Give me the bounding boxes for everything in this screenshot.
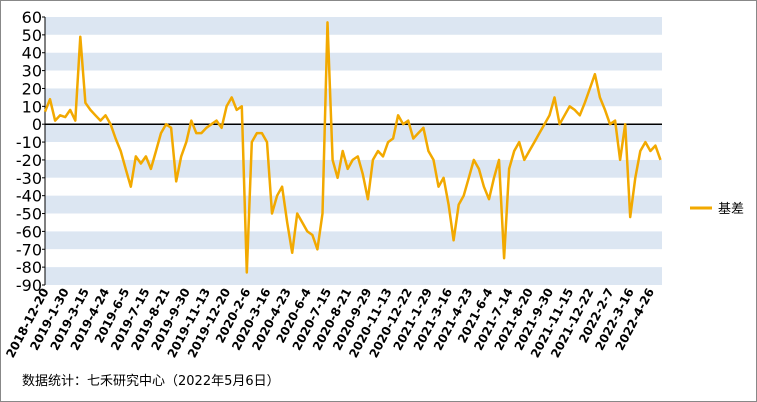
y-tick-label: 40 [22,44,42,63]
y-tick-label: -30 [16,169,42,188]
y-tick-label: -20 [16,151,42,170]
y-tick-label: 10 [22,97,42,116]
y-tick-label: -80 [16,258,42,277]
grid-band [45,195,662,214]
grid-band [45,70,662,89]
grid-band [45,88,662,107]
data-line [43,21,662,274]
grid-band [45,177,662,196]
grid-band [45,249,662,268]
grid-band [45,231,662,250]
grid-band [45,106,662,125]
grid-band [45,213,662,232]
y-tick-label: -70 [16,240,42,259]
grid-band [45,34,662,53]
grid-band [45,142,662,160]
grid-band [45,52,662,71]
y-tick-label: -60 [16,222,42,241]
y-tick-label: 20 [22,79,42,98]
y-tick-label: -90 [16,276,42,295]
y-tick-label: -10 [16,133,42,152]
grid-band [45,267,662,285]
y-tick-label: 60 [22,8,42,27]
legend-label: 基差 [718,202,744,217]
y-tick-label: -50 [16,205,42,224]
grid-band [45,124,662,143]
y-tick-label: 30 [22,62,42,81]
source-note: 数据统计：七禾研究中心（2022年5月6日） [22,374,280,389]
grid-band [45,159,662,178]
y-tick-label: -40 [16,187,42,206]
grid-band [45,17,662,35]
y-tick-label: 50 [22,26,42,45]
y-tick-label: 0 [32,115,42,134]
